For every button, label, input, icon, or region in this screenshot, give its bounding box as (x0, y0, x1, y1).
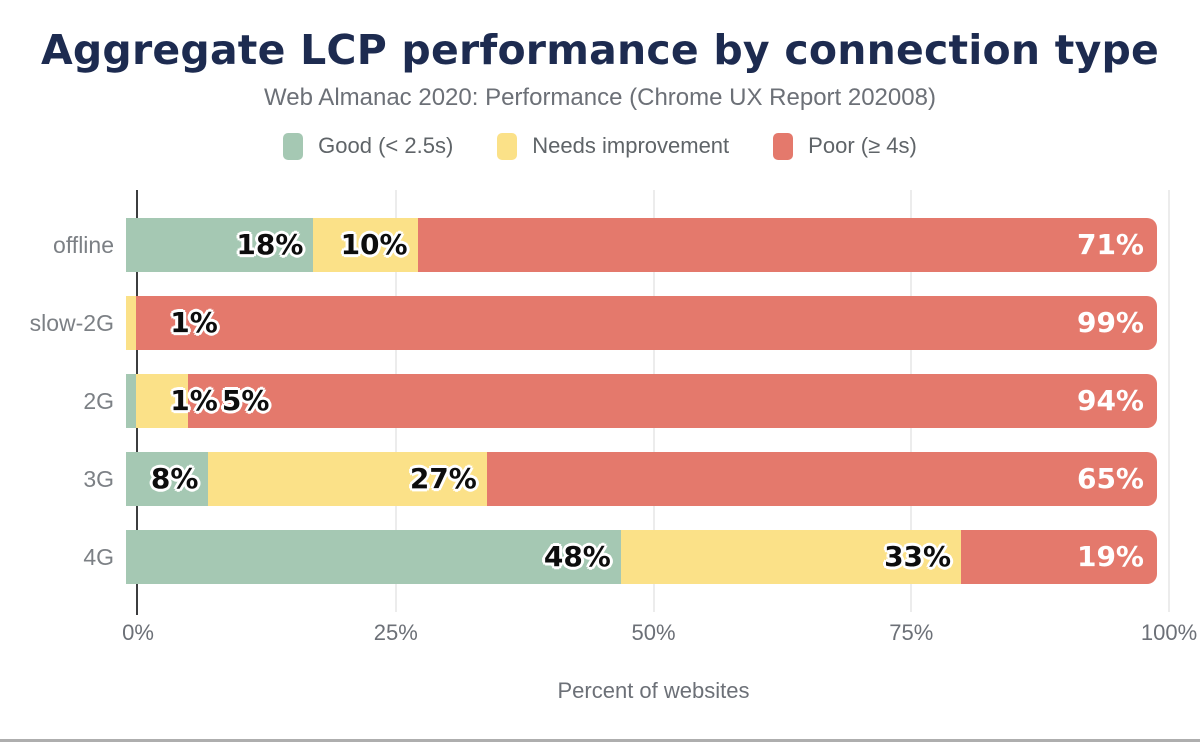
legend-label: Good (< 2.5s) (318, 133, 454, 158)
bar-segment (620, 530, 962, 584)
bar-segment (313, 218, 418, 272)
bar-value-label: 18% (236, 228, 304, 261)
bar-value-label: 1% (170, 384, 218, 417)
chart-subtitle: Web Almanac 2020: Performance (Chrome UX… (264, 84, 936, 111)
bar-value-label: 8% (150, 462, 199, 495)
x-axis-ticks: 0% 25% 50% 75% 100% (122, 620, 1197, 648)
bar-value-label: 94% (1076, 384, 1144, 417)
bar-segment (126, 374, 137, 428)
chart-row: 4G 48% 33% 19% (0, 530, 1200, 584)
x-tick-label: 100% (1140, 620, 1198, 645)
bar-value-label: 99% (1076, 306, 1144, 339)
category-label: offline (53, 231, 114, 258)
category-label: 2G (83, 387, 114, 414)
legend-label: Poor (≥ 4s) (808, 133, 917, 158)
category-label: 4G (83, 543, 114, 570)
chart-row: 3G 8% 27% 65% (0, 452, 1200, 506)
legend-label: Needs improvement (532, 133, 730, 158)
x-tick-label: 25% (373, 620, 418, 645)
bar-segment (126, 530, 621, 584)
bar-value-label: 10% (340, 228, 408, 261)
bar-value-label: 27% (409, 462, 477, 495)
legend-swatch-icon (773, 132, 794, 160)
chart-row: 2G 1% 5% 94% (0, 374, 1200, 428)
legend-swatch-icon (283, 132, 304, 160)
bar-segment (961, 530, 1157, 584)
legend-swatch-icon (497, 132, 518, 160)
chart-row: offline 18% 10% 71% (0, 218, 1200, 272)
x-tick-label: 50% (631, 620, 676, 645)
bar-value-label: 1% (170, 306, 218, 339)
bar-segment (126, 296, 137, 350)
bar-segment (417, 218, 1157, 272)
category-label: slow-2G (29, 309, 114, 336)
chart-title: Aggregate LCP performance by connection … (40, 26, 1160, 74)
bar-segment (187, 374, 1157, 428)
stacked-bar: 1% 5% 94% (126, 374, 1157, 428)
legend-item: Good (< 2.5s) (283, 132, 454, 160)
bar-value-label: 48% (543, 540, 611, 573)
x-axis-label: Percent of websites (557, 678, 750, 703)
bar-segment (208, 452, 487, 506)
category-label: 3G (83, 465, 114, 492)
bar-value-label: 65% (1076, 462, 1144, 495)
bar-segment (136, 296, 1157, 350)
bar-value-label: 33% (884, 540, 952, 573)
legend-item: Poor (≥ 4s) (773, 132, 917, 160)
bar-segment (126, 218, 314, 272)
chart-row: slow-2G 1% 99% (0, 296, 1200, 350)
chart-legend: Good (< 2.5s) Needs improvement Poor (≥ 4s… (0, 130, 1200, 162)
stacked-bar: 48% 33% 19% (126, 530, 1157, 584)
x-tick-label: 0% (122, 620, 154, 645)
legend-item: Needs improvement (497, 132, 730, 160)
bar-segment (136, 374, 188, 428)
x-tick-label: 75% (889, 620, 934, 645)
bar-segment (486, 452, 1157, 506)
gridline (1168, 190, 1170, 612)
bar-rows: offline 18% 10% 71% slow-2G 1% 99% 2G 1% 5% 94% 3G 8… (0, 190, 1200, 608)
bar-value-label: 19% (1076, 540, 1144, 573)
bar-segment (126, 452, 209, 506)
bar-value-label: 71% (1076, 228, 1144, 261)
bar-value-label: 5% (221, 384, 270, 417)
stacked-bar: 8% 27% 65% (126, 452, 1157, 506)
stacked-bar: 1% 99% (126, 296, 1157, 350)
plot-area: offline 18% 10% 71% slow-2G 1% 99% 2G 1% 5% 94% 3G 8… (0, 190, 1200, 703)
stacked-bar: 18% 10% 71% (126, 218, 1157, 272)
